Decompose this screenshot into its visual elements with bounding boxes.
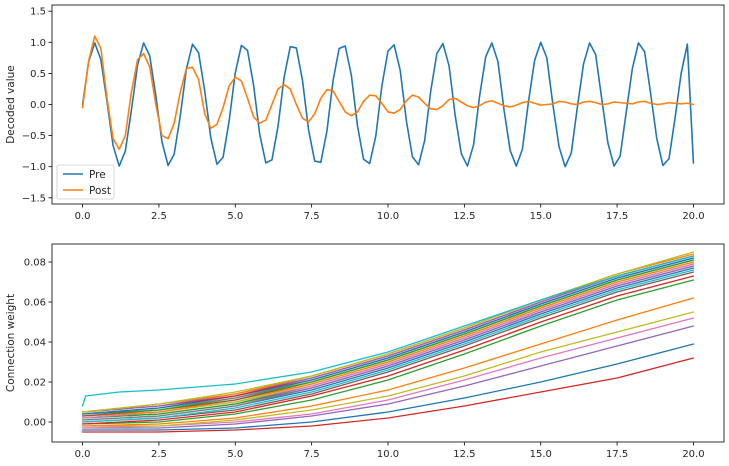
bottom-x-tick-label: 5.0 [227,449,243,460]
top-y-tick-label: 0.0 [30,100,46,111]
bottom-y-tick-label: 0.04 [24,338,46,349]
top-x-tick-label: 15.0 [530,211,552,222]
bottom-y-tick: 0.08 [24,258,46,269]
top-series-line-pre [81,41,695,168]
bottom-series-line-1 [81,343,695,431]
bottom-series-line-7 [81,275,695,425]
top-y-tick-label: −1.5 [22,193,46,204]
top-y-tick-label: −0.5 [22,131,46,142]
bottom-x-tick-label: 10.0 [377,449,399,460]
legend: Pre Post [56,164,115,200]
top-y-tick: −0.5 [22,131,46,142]
bottom-x-tick: 10.0 [377,449,399,460]
bottom-subplot: 0.0 2.5 5.0 7.5 10.0 12.5 15.0 17.5 20.0 0.00 0.02… [5,243,725,461]
bottom-y-axis-label: Connection weight [5,294,17,392]
top-x-tick-label: 2.5 [151,211,167,222]
top-y-axis-label: Decoded value [5,65,17,144]
top-y-tick: 0.5 [30,69,46,80]
bottom-x-tick-label: 12.5 [453,449,475,460]
top-x-tick-label: 7.5 [304,211,320,222]
top-x-tick: 2.5 [151,211,167,222]
bottom-x-tick: 15.0 [530,449,552,460]
top-y-tick-label: 1.5 [30,7,46,18]
bottom-x-tick-label: 17.5 [606,449,628,460]
bottom-series-line-25 [81,255,695,407]
top-x-tick: 17.5 [606,211,628,222]
bottom-x-tick: 17.5 [606,449,628,460]
top-y-tick-label: 1.0 [30,38,46,49]
bottom-series-line-5 [81,297,695,427]
bottom-series-group [81,251,695,433]
top-series-line-post [81,35,695,151]
bottom-series-line-0 [81,357,695,433]
bottom-y-tick: 0.02 [24,378,46,389]
bottom-y-tick: 0.04 [24,338,46,349]
top-x-tick-label: 0.0 [75,211,91,222]
top-x-tick-label: 5.0 [227,211,243,222]
top-series-group [81,35,695,168]
top-x-tick-label: 20.0 [682,211,704,222]
bottom-series-line-20 [81,257,695,415]
top-x-tick: 20.0 [682,211,704,222]
bottom-x-tick-label: 2.5 [151,449,167,460]
bottom-ticks: 0.0 2.5 5.0 7.5 10.0 12.5 15.0 17.5 20.0 0.00 0.02… [24,258,705,461]
top-x-tick: 15.0 [530,211,552,222]
bottom-y-tick: 0.06 [24,298,46,309]
top-x-tick: 12.5 [453,211,475,222]
top-x-tick: 5.0 [227,211,243,222]
legend-pre-label: Pre [89,169,106,181]
top-subplot: 0.0 2.5 5.0 7.5 10.0 12.5 15.0 17.5 20.0 −1.5 −1.0… [5,4,725,222]
top-x-tick: 7.5 [304,211,320,222]
top-y-tick: 1.0 [30,38,46,49]
bottom-x-tick-label: 7.5 [304,449,320,460]
bottom-x-tick: 7.5 [304,449,320,460]
bottom-x-tick-label: 15.0 [530,449,552,460]
bottom-series-line-9 [81,269,695,423]
bottom-series-line-24 [81,251,695,413]
top-x-tick: 10.0 [377,211,399,222]
bottom-series-line-8 [81,271,695,423]
top-plot-area [52,5,724,204]
top-y-tick: −1.0 [22,162,46,173]
top-y-tick-label: −1.0 [22,162,46,173]
bottom-series-line-3 [81,317,695,429]
top-y-tick: −1.5 [22,193,46,204]
bottom-y-tick-label: 0.08 [24,258,46,269]
bottom-y-tick: 0.00 [24,418,46,429]
bottom-y-tick-label: 0.02 [24,378,46,389]
bottom-x-tick: 5.0 [227,449,243,460]
bottom-series-line-6 [81,279,695,425]
top-x-tick-label: 12.5 [453,211,475,222]
bottom-x-tick: 20.0 [682,449,704,460]
bottom-x-tick: 12.5 [453,449,475,460]
bottom-series-line-18 [81,259,695,415]
top-y-tick: 1.5 [30,7,46,18]
bottom-x-tick: 0.0 [75,449,91,460]
bottom-x-tick-label: 20.0 [682,449,704,460]
bottom-series-line-16 [81,261,695,417]
bottom-series-line-4 [81,311,695,427]
bottom-x-tick: 2.5 [151,449,167,460]
top-x-tick-label: 17.5 [606,211,628,222]
bottom-y-tick-label: 0.06 [24,298,46,309]
top-axes-frame [51,4,725,205]
bottom-series-line-2 [81,325,695,429]
bottom-axes-frame [51,243,725,443]
top-ticks: 0.0 2.5 5.0 7.5 10.0 12.5 15.0 17.5 20.0 −1.5 −1.0… [22,7,705,222]
top-x-tick-label: 10.0 [377,211,399,222]
legend-post-label: Post [89,185,111,197]
top-y-tick: 0.0 [30,100,46,111]
bottom-y-tick-label: 0.00 [24,418,46,429]
bottom-x-tick-label: 0.0 [75,449,91,460]
top-x-tick: 0.0 [75,211,91,222]
top-y-tick-label: 0.5 [30,69,46,80]
